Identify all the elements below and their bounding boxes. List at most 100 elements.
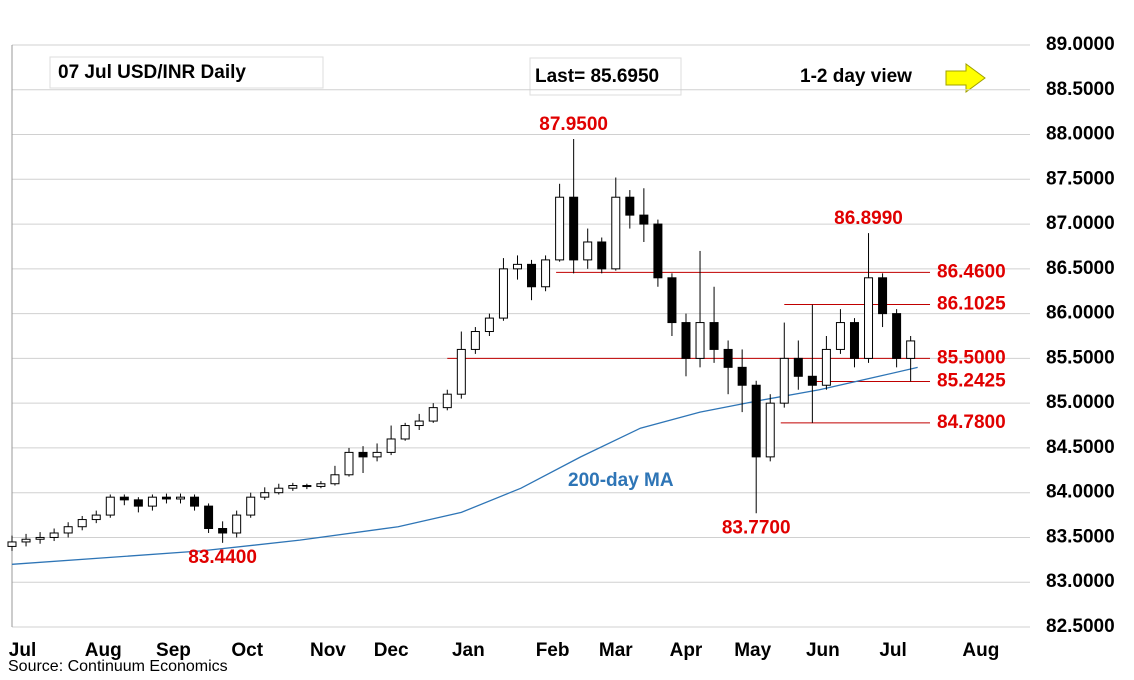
candle-body [597, 241, 607, 270]
candle-body [723, 348, 733, 368]
candle-body [63, 526, 73, 534]
candle-body [330, 474, 340, 485]
candle-body [807, 375, 817, 386]
x-tick-label: Aug [962, 640, 999, 661]
candle-body [583, 241, 593, 261]
level-label: 86.4600 [937, 261, 1006, 282]
candle-body [470, 331, 480, 350]
candle-body [512, 263, 522, 270]
last-box [529, 57, 682, 96]
last-label: Last= 85.6950 [535, 66, 659, 87]
annotation: 87.9500 [539, 114, 608, 135]
x-tick-label: Feb [536, 640, 570, 661]
candle-body [849, 322, 859, 359]
candle-body [639, 214, 649, 225]
candle-body [288, 485, 298, 489]
candle-body [527, 263, 537, 288]
candle-body [793, 357, 803, 377]
candle-body [906, 340, 916, 359]
candle-body [77, 519, 87, 528]
x-tick-label: Dec [374, 640, 409, 661]
x-tick-label: Nov [310, 640, 346, 661]
y-tick-label: 86.0000 [1046, 303, 1115, 324]
candle-body [541, 259, 551, 288]
candle-body [316, 483, 326, 487]
candle-body [709, 322, 719, 350]
y-tick-label: 88.0000 [1046, 124, 1115, 145]
candle-body [49, 532, 59, 538]
candle-body [892, 313, 902, 359]
view-label: 1-2 day view [800, 66, 912, 87]
candle-body [569, 196, 579, 261]
x-tick-label: Aug [85, 640, 122, 661]
y-tick-label: 85.5000 [1046, 347, 1115, 368]
candle-body [372, 451, 382, 458]
candle-body [161, 496, 171, 500]
candle-body [484, 317, 494, 333]
candle-body [302, 485, 312, 488]
candle-body [190, 496, 200, 507]
candle-body [456, 348, 466, 395]
candle-body [681, 322, 691, 359]
x-tick-label: May [734, 640, 771, 661]
y-tick-label: 82.5000 [1046, 616, 1115, 637]
candle-body [611, 196, 621, 270]
candle-body [428, 407, 438, 422]
ma-label: 200-day MA [568, 470, 674, 491]
y-tick-label: 87.5000 [1046, 168, 1115, 189]
y-tick-label: 83.0000 [1046, 571, 1115, 592]
x-tick-label: Jul [879, 640, 906, 661]
annotation: 83.7700 [722, 517, 791, 538]
candle-body [751, 384, 761, 458]
level-label: 85.5000 [937, 347, 1006, 368]
x-tick-label: Mar [599, 640, 633, 661]
candle-body [358, 451, 368, 458]
x-tick-label: Jan [452, 640, 485, 661]
candle-body [498, 268, 508, 319]
level-label: 85.2425 [937, 370, 1006, 391]
candle-body [442, 393, 452, 409]
candle-body [147, 496, 157, 507]
y-tick-label: 87.0000 [1046, 213, 1115, 234]
y-tick-label: 88.5000 [1046, 79, 1115, 100]
source: Source: Continuum Economics [8, 658, 228, 675]
x-tick-label: Apr [670, 640, 703, 661]
chart-title: 07 Jul USD/INR Daily [58, 62, 246, 83]
y-tick-label: 89.0000 [1046, 34, 1115, 55]
candle-body [386, 438, 396, 453]
candle-body [821, 348, 831, 386]
ma-line [11, 366, 918, 565]
candle-body [175, 496, 185, 500]
candle-body [414, 420, 424, 427]
title-box [49, 56, 324, 89]
candle-body [274, 487, 284, 494]
candle-body [737, 366, 747, 386]
y-tick-label: 83.5000 [1046, 526, 1115, 547]
candle-body [7, 541, 17, 547]
candle-body [653, 223, 663, 279]
y-tick-label: 86.5000 [1046, 258, 1115, 279]
candle-body [779, 357, 789, 404]
y-tick-label: 85.0000 [1046, 392, 1115, 413]
candle-body [864, 277, 874, 359]
view-arrow [945, 63, 986, 93]
candle-body [344, 451, 354, 476]
level-label: 86.1025 [937, 293, 1006, 314]
candle-body [35, 536, 45, 540]
candle-body [400, 425, 410, 440]
candle-body [555, 196, 565, 261]
candle-body [765, 402, 775, 458]
y-tick-label: 84.5000 [1046, 437, 1115, 458]
candle-body [695, 322, 705, 359]
annotation: 83.4400 [188, 547, 257, 568]
candle-body [835, 322, 845, 350]
candle-body [218, 528, 228, 534]
candle-body [105, 496, 115, 516]
candle-body [133, 499, 143, 507]
candle-body [625, 196, 635, 216]
x-tick-label: Jun [806, 640, 840, 661]
y-tick-label: 84.0000 [1046, 482, 1115, 503]
x-tick-label: Oct [231, 640, 263, 661]
candle-body [260, 492, 270, 498]
